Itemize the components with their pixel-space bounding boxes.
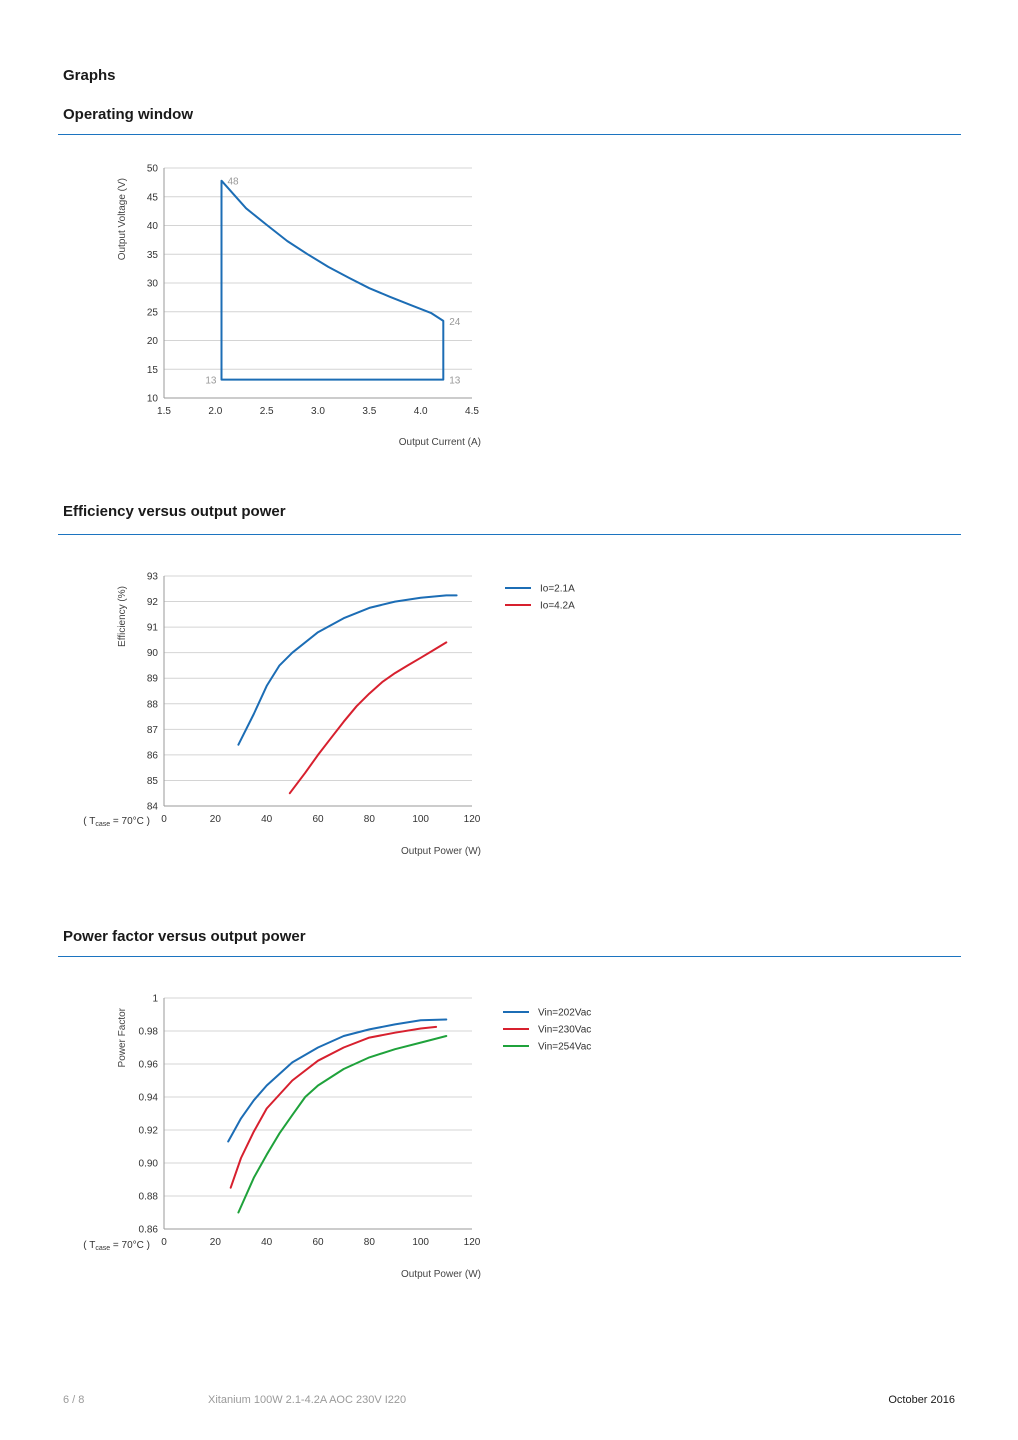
y-axis-title: Efficiency (%): [117, 586, 128, 647]
x-tick-label: 60: [312, 814, 324, 825]
y-tick-label: 89: [147, 674, 159, 685]
y-tick-label: 30: [147, 279, 159, 290]
condition-label: ( Tcase = 70°C ): [83, 1240, 150, 1252]
y-tick-label: 86: [147, 750, 159, 761]
footer-product: Xitanium 100W 2.1-4.2A AOC 230V I220: [208, 1394, 407, 1406]
x-axis-title: Output Power (W): [401, 846, 481, 857]
x-tick-label: 20: [210, 1237, 222, 1248]
footer-date: October 2016: [888, 1394, 955, 1406]
footer-page-number: 6 / 8: [63, 1394, 85, 1406]
y-tick-label: 85: [147, 776, 159, 787]
legend-label: Vin=202Vac: [538, 1008, 591, 1019]
annotation-label: 13: [449, 376, 461, 387]
x-tick-label: 1.5: [157, 406, 171, 417]
annotation-label: 13: [205, 376, 217, 387]
y-tick-label: 35: [147, 250, 159, 261]
y-tick-label: 45: [147, 192, 159, 203]
annotation-label: 48: [227, 177, 239, 188]
x-tick-label: 120: [464, 1237, 481, 1248]
series-line-io-2-1a: [237, 594, 458, 746]
y-tick-label: 0.86: [139, 1225, 159, 1236]
y-tick-label: 91: [147, 623, 159, 634]
y-tick-label: 0.90: [139, 1159, 159, 1170]
series-line-0: [220, 179, 445, 381]
x-axis-title: Output Current (A): [399, 437, 481, 448]
y-tick-label: 1: [152, 994, 158, 1005]
operating-window-chart: 10 15 20 25 30 35 40 45 50 1.5 2.0 2.5 3.0 3.5 4.0 4.5 O…: [117, 164, 481, 449]
x-tick-label: 100: [412, 814, 429, 825]
y-tick-label: 10: [147, 394, 159, 405]
section-divider: [58, 534, 961, 535]
x-tick-label: 0: [161, 1237, 167, 1248]
y-tick-label: 40: [147, 221, 159, 232]
x-tick-label: 120: [464, 814, 481, 825]
y-tick-label: 50: [147, 164, 159, 175]
series-line-vin-202vac: [227, 1018, 448, 1143]
y-axis-title: Power Factor: [117, 1007, 128, 1067]
y-tick-label: 88: [147, 699, 159, 710]
x-tick-label: 3.5: [362, 406, 376, 417]
y-tick-label: 0.88: [139, 1192, 159, 1203]
page-heading: Graphs: [63, 67, 116, 84]
legend-label: Vin=230Vac: [538, 1025, 591, 1036]
x-tick-label: 0: [161, 814, 167, 825]
x-tick-label: 3.0: [311, 406, 325, 417]
legend-label: Vin=254Vac: [538, 1042, 591, 1053]
section-divider: [58, 956, 961, 957]
y-tick-label: 92: [147, 597, 159, 608]
x-tick-label: 4.5: [465, 406, 479, 417]
x-tick-label: 2.0: [208, 406, 222, 417]
y-tick-label: 84: [147, 802, 159, 813]
y-tick-label: 87: [147, 725, 159, 736]
section-title-power-factor: Power factor versus output power: [63, 928, 306, 945]
series-line-vin-254vac: [237, 1035, 448, 1214]
x-tick-label: 60: [312, 1237, 324, 1248]
y-tick-label: 0.96: [139, 1060, 159, 1071]
section-title-efficiency: Efficiency versus output power: [63, 503, 286, 520]
x-tick-label: 20: [210, 814, 222, 825]
x-tick-label: 80: [364, 1237, 376, 1248]
section-divider: [58, 134, 961, 135]
y-tick-label: 0.94: [139, 1093, 159, 1104]
legend-label: Io=4.2A: [540, 601, 575, 612]
x-tick-label: 2.5: [260, 406, 274, 417]
y-tick-label: 25: [147, 307, 159, 318]
x-tick-label: 40: [261, 814, 273, 825]
legend-label: Io=2.1A: [540, 584, 575, 595]
y-tick-label: 90: [147, 648, 159, 659]
y-tick-label: 0.98: [139, 1027, 159, 1038]
series-line-io-4-2a: [288, 641, 448, 795]
annotation-label: 24: [449, 317, 461, 328]
y-tick-label: 15: [147, 365, 159, 376]
section-title-operating-window: Operating window: [63, 106, 193, 123]
power-factor-chart: 0.86 0.88 0.90 0.92 0.94 0.96 0.98 1 0 20 40 60 80 10…: [83, 994, 591, 1281]
y-tick-label: 0.92: [139, 1126, 159, 1137]
y-tick-label: 20: [147, 336, 159, 347]
x-tick-label: 40: [261, 1237, 273, 1248]
y-axis-title: Output Voltage (V): [117, 178, 128, 260]
x-tick-label: 80: [364, 814, 376, 825]
efficiency-chart: 84 85 86 87 88 89 90 91 92 93 0 20 40 60 80 100 120 Outpu…: [83, 572, 575, 858]
x-axis-title: Output Power (W): [401, 1269, 481, 1280]
x-tick-label: 4.0: [414, 406, 428, 417]
series-line-vin-230vac: [229, 1025, 438, 1189]
condition-label: ( Tcase = 70°C ): [83, 816, 150, 828]
y-tick-label: 93: [147, 572, 159, 583]
x-tick-label: 100: [412, 1237, 429, 1248]
